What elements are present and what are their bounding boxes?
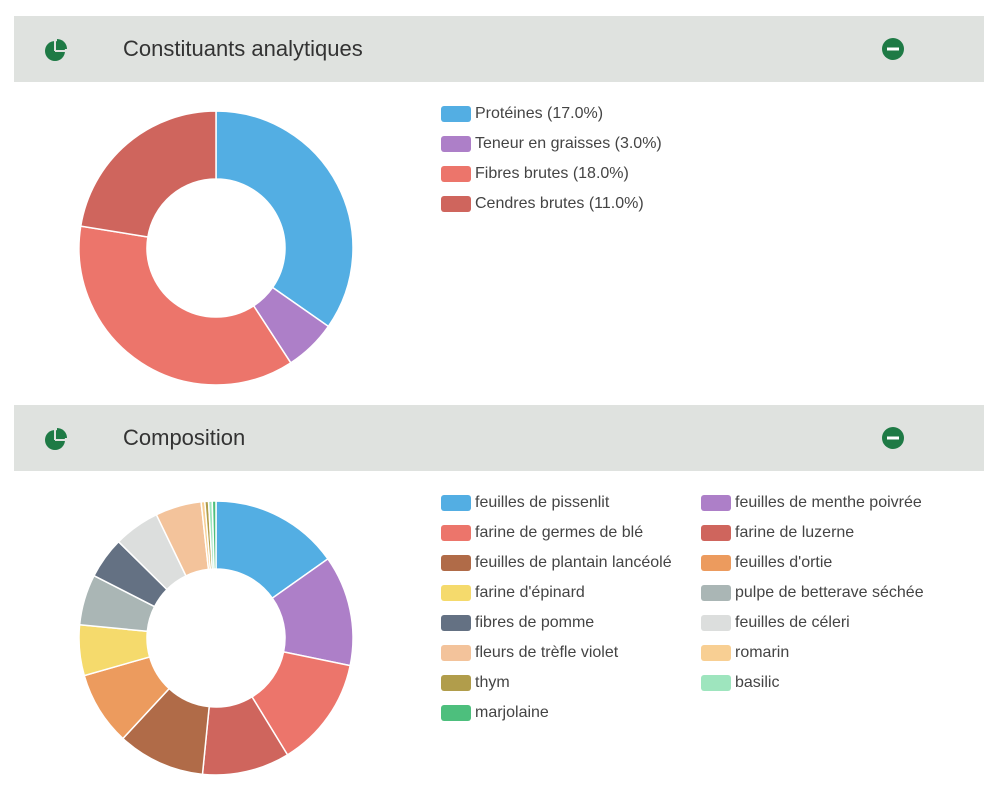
legend-label: basilic bbox=[735, 674, 780, 691]
legend-label: marjolaine bbox=[475, 704, 549, 721]
legend-label: fibres de pomme bbox=[475, 614, 595, 631]
legend-label: romarin bbox=[735, 644, 790, 661]
legend-label: feuilles de menthe poivrée bbox=[735, 494, 922, 511]
legend-swatch bbox=[701, 525, 731, 541]
legend-label: pulpe de betterave séchée bbox=[735, 584, 924, 601]
legend-label: Teneur en graisses (3.0%) bbox=[475, 135, 662, 152]
collapse-button[interactable] bbox=[882, 427, 904, 449]
legend-item-basilic[interactable]: basilic bbox=[701, 668, 779, 698]
legend-item-feuilles-d-ortie[interactable]: feuilles d'ortie bbox=[701, 548, 832, 578]
panel-title: Constituants analytiques bbox=[123, 36, 363, 61]
legend-swatch bbox=[441, 525, 471, 541]
legend-item-fibres-brutes-18-0[interactable]: Fibres brutes (18.0%) bbox=[441, 159, 629, 189]
legend-item-romarin[interactable]: romarin bbox=[701, 638, 789, 668]
legend-item-pulpe-de-betterave-sechee[interactable]: pulpe de betterave séchée bbox=[701, 578, 924, 608]
legend-swatch bbox=[701, 615, 731, 631]
legend-item-feuilles-de-plantain-lanceole[interactable]: feuilles de plantain lancéolé bbox=[441, 548, 672, 578]
legend-item-cendres-brutes-11-0[interactable]: Cendres brutes (11.0%) bbox=[441, 189, 644, 219]
legend-label: Protéines (17.0%) bbox=[475, 105, 604, 122]
legend-swatch bbox=[441, 645, 471, 661]
panel-header-constituants: Constituants analytiques bbox=[14, 16, 984, 82]
legend-swatch bbox=[441, 196, 471, 212]
legend-swatch bbox=[441, 166, 471, 182]
panel-header-composition: Composition bbox=[14, 405, 984, 471]
legend-item-fleurs-de-trefle-violet[interactable]: fleurs de trèfle violet bbox=[441, 638, 618, 668]
legend-item-farine-d-epinard[interactable]: farine d'épinard bbox=[441, 578, 585, 608]
legend-item-feuilles-de-pissenlit[interactable]: feuilles de pissenlit bbox=[441, 488, 609, 518]
slice-proteines-17-0 bbox=[215, 110, 354, 328]
legend-item-proteines-17-0[interactable]: Protéines (17.0%) bbox=[441, 99, 603, 129]
legend-swatch bbox=[701, 675, 731, 691]
legend-item-farine-de-germes-de-ble[interactable]: farine de germes de blé bbox=[441, 518, 643, 548]
legend-item-feuilles-de-menthe-poivree[interactable]: feuilles de menthe poivrée bbox=[701, 488, 922, 518]
pie-chart-icon bbox=[45, 428, 67, 450]
legend-item-thym[interactable]: thym bbox=[441, 668, 510, 698]
legend-swatch bbox=[441, 615, 471, 631]
legend-label: Cendres brutes (11.0%) bbox=[475, 195, 644, 212]
legend-item-marjolaine[interactable]: marjolaine bbox=[441, 698, 549, 728]
pie-chart-icon bbox=[45, 39, 67, 61]
panel-title: Composition bbox=[123, 425, 246, 450]
legend-item-feuilles-de-celeri[interactable]: feuilles de céleri bbox=[701, 608, 850, 638]
slice-marjolaine bbox=[211, 500, 217, 570]
legend-swatch bbox=[441, 136, 471, 152]
legend-swatch bbox=[441, 495, 471, 511]
legend-label: feuilles d'ortie bbox=[735, 554, 833, 571]
legend-swatch bbox=[441, 675, 471, 691]
legend-label: fleurs de trèfle violet bbox=[475, 644, 619, 661]
legend-item-teneur-en-graisses-3-0[interactable]: Teneur en graisses (3.0%) bbox=[441, 129, 662, 159]
legend-label: thym bbox=[475, 674, 510, 691]
legend-item-fibres-de-pomme[interactable]: fibres de pomme bbox=[441, 608, 594, 638]
legend-label: farine d'épinard bbox=[475, 584, 585, 601]
slice-fibres-brutes-18-0 bbox=[78, 225, 292, 386]
legend-label: Fibres brutes (18.0%) bbox=[475, 165, 629, 182]
legend-swatch bbox=[441, 705, 471, 721]
legend-label: farine de luzerne bbox=[735, 524, 855, 541]
legend-swatch bbox=[701, 645, 731, 661]
legend-label: feuilles de pissenlit bbox=[475, 494, 610, 511]
legend-label: feuilles de plantain lancéolé bbox=[475, 554, 672, 571]
legend-label: farine de germes de blé bbox=[475, 524, 644, 541]
legend-label: feuilles de céleri bbox=[735, 614, 850, 631]
legend-swatch bbox=[441, 106, 471, 122]
slice-cendres-brutes-11-0 bbox=[79, 110, 217, 238]
legend-swatch bbox=[701, 585, 731, 601]
legend-swatch bbox=[701, 555, 731, 571]
legend-swatch bbox=[441, 555, 471, 571]
legend-item-farine-de-luzerne[interactable]: farine de luzerne bbox=[701, 518, 854, 548]
legend-swatch bbox=[441, 585, 471, 601]
collapse-button[interactable] bbox=[882, 38, 904, 60]
legend-swatch bbox=[701, 495, 731, 511]
analytical-constituents-donut-chart bbox=[78, 110, 354, 386]
composition-donut-chart bbox=[78, 500, 354, 776]
